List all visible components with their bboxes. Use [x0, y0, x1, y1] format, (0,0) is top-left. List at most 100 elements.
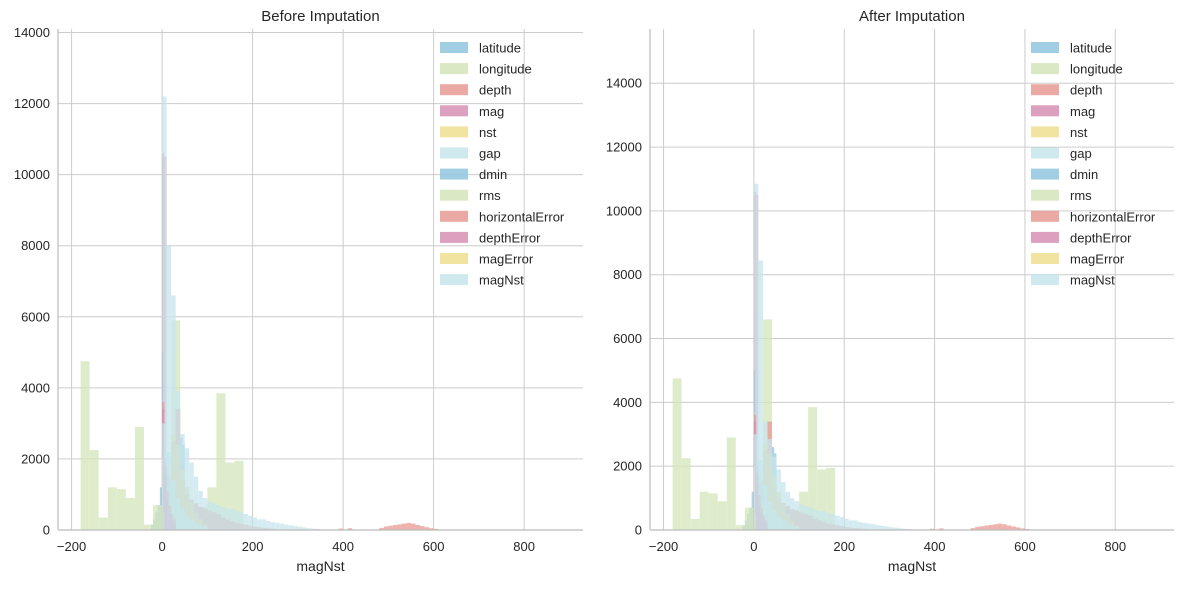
histogram-bar [184, 515, 190, 530]
histogram-bar [821, 510, 827, 530]
legend-swatch [1031, 168, 1059, 180]
legend-swatch [1031, 147, 1059, 159]
histogram-bar [979, 526, 985, 530]
histogram-bar [808, 507, 813, 530]
histogram-bar [134, 426, 144, 530]
histogram-bar [239, 512, 244, 530]
histogram-bar [275, 522, 280, 530]
histogram-bar [125, 498, 135, 530]
histogram-bar [785, 523, 791, 530]
legend-swatch [440, 105, 468, 117]
y-tick-label: 8000 [613, 267, 642, 282]
histogram-bar [180, 508, 185, 530]
y-tick-label: 8000 [21, 238, 50, 253]
histogram-bar [162, 96, 167, 531]
histogram-bar [266, 521, 271, 530]
x-tick-label: 200 [833, 539, 855, 554]
histogram-bar [270, 522, 276, 530]
legend-label: nst [479, 125, 497, 140]
histogram-bar [826, 467, 836, 530]
x-tick-label: 400 [924, 539, 946, 554]
legend-swatch [1031, 84, 1059, 96]
histogram-bar [211, 503, 217, 530]
legend-swatch [440, 147, 468, 159]
legend-label: latitude [479, 41, 521, 56]
legend-label: gap [479, 146, 501, 161]
legend-label: magNst [1070, 273, 1115, 288]
histogram-bar [781, 482, 786, 530]
x-tick-label: −200 [649, 539, 678, 554]
legend-swatch [1031, 231, 1059, 243]
histogram-bar [717, 501, 727, 530]
histogram-bar [98, 517, 108, 530]
histogram-bar [794, 501, 800, 530]
legend-label: rms [1070, 188, 1092, 203]
histogram-bar [808, 407, 818, 530]
series-gap [753, 183, 912, 530]
histogram-bar [202, 526, 208, 530]
y-tick-label: 4000 [613, 395, 642, 410]
y-tick-label: 14000 [606, 76, 642, 91]
histogram-bar [681, 458, 691, 530]
histogram-bar [171, 480, 176, 530]
histogram-bar [406, 522, 412, 530]
x-tick-label: 0 [750, 539, 757, 554]
histogram-bar [866, 523, 872, 530]
histogram-bar [690, 518, 700, 530]
histogram-bar [735, 525, 745, 530]
histogram-bar [753, 434, 759, 530]
legend-swatch [1031, 210, 1059, 222]
y-tick-label: 14000 [14, 25, 50, 40]
histogram-bar [175, 391, 181, 530]
histogram-bar [699, 491, 709, 530]
histogram-bar [970, 528, 976, 530]
histogram-bar [284, 524, 289, 530]
histogram-bar [193, 522, 199, 530]
legend-swatch [1031, 63, 1059, 75]
legend-swatch [440, 42, 468, 53]
legend-swatch [440, 84, 468, 96]
x-tick-label: 800 [513, 539, 535, 554]
histogram-bar [794, 526, 800, 530]
y-tick-label: 2000 [613, 459, 642, 474]
histogram-bar [429, 528, 434, 530]
y-tick-label: 0 [43, 523, 50, 538]
legend-label: magError [479, 252, 534, 267]
histogram-panel-before: −200 0 200 400 600 80002000400060008000100001… [14, 8, 583, 574]
legend-swatch [440, 274, 468, 286]
legend-swatch [440, 253, 468, 264]
histogram-bar [857, 522, 863, 530]
legend-label: nst [1070, 125, 1088, 140]
histogram-bar [1020, 528, 1025, 530]
histogram-bar [817, 469, 827, 530]
legend-swatch [440, 63, 468, 75]
histogram-bar [880, 525, 885, 530]
histogram-bar [225, 508, 230, 530]
legend-label: gap [1070, 146, 1092, 161]
histogram-bar [234, 460, 244, 530]
histogram-bar [884, 526, 890, 530]
legend-label: mag [1070, 104, 1095, 119]
histogram-bar [790, 525, 795, 530]
histogram-bar [261, 519, 267, 530]
histogram-bar [166, 451, 172, 530]
histogram-bar [397, 524, 402, 530]
legend-label: horizontalError [479, 209, 565, 224]
histogram-bar [162, 423, 167, 530]
histogram-bar [997, 523, 1003, 530]
legend-label: rms [479, 188, 501, 203]
legend-label: depth [1070, 83, 1103, 98]
histogram-bar [216, 393, 226, 530]
histogram-bar [297, 526, 303, 530]
histogram-bar [817, 510, 822, 530]
histogram-bar [388, 525, 393, 530]
histogram-bars [80, 96, 439, 531]
series-depth [162, 156, 439, 530]
histogram-bar [785, 491, 791, 530]
legend-label: dmin [1070, 167, 1098, 182]
histogram-bar [984, 525, 989, 530]
histogram-bar [248, 515, 253, 530]
legend: latitude longitude depth mag nst gap dmin rms ho… [440, 41, 565, 288]
histogram-bar [193, 476, 199, 530]
